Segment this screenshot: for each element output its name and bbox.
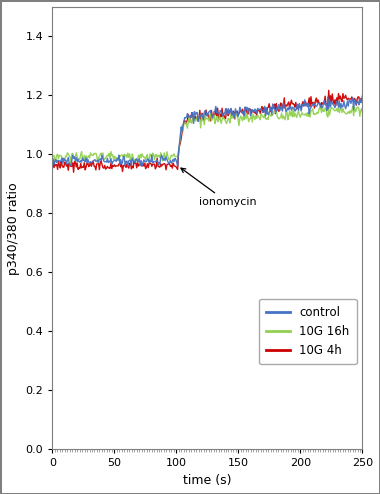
Legend: control, 10G 16h, 10G 4h: control, 10G 16h, 10G 4h: [259, 299, 356, 364]
X-axis label: time (s): time (s): [183, 474, 232, 487]
Text: ionomycin: ionomycin: [181, 168, 256, 207]
Y-axis label: p340/380 ratio: p340/380 ratio: [7, 182, 20, 275]
